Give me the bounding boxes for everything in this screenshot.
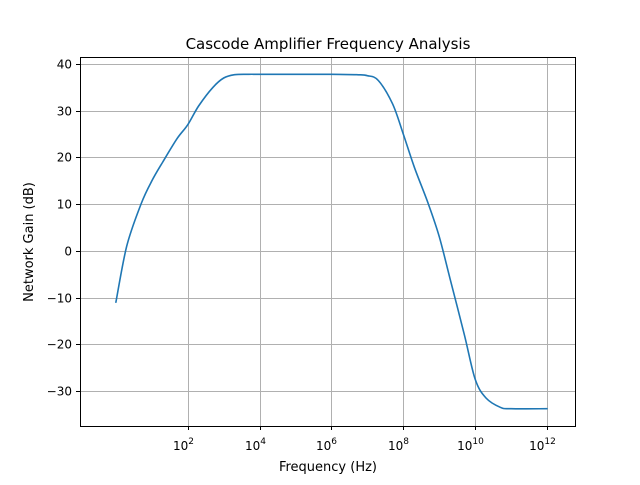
x-axis: 102 104 106 108 1010 1012 [173, 426, 556, 453]
gain-series-line [115, 73, 548, 410]
x-tick-label: 1010 [457, 437, 484, 453]
x-tick-label: 108 [388, 437, 409, 453]
y-tick-label: 10 [57, 198, 72, 212]
y-tick-label: −20 [47, 338, 72, 352]
x-tick-label: 106 [316, 437, 337, 453]
series-layer [115, 73, 548, 410]
plot-frame [80, 57, 576, 427]
y-tick-label: 20 [57, 151, 72, 165]
y-tick-label: 40 [57, 58, 72, 72]
x-tick-label: 1012 [529, 437, 556, 453]
y-tick-label: 0 [64, 245, 72, 259]
y-tick-label: −10 [47, 292, 72, 306]
chart-title: Cascode Amplifier Frequency Analysis [186, 35, 471, 53]
y-tick-label: 30 [57, 105, 72, 119]
y-axis: 40 30 20 10 0 −10 −20 −30 [47, 58, 80, 399]
x-axis-label: Frequency (Hz) [279, 460, 377, 475]
y-tick-label: −30 [47, 385, 72, 399]
grid [80, 57, 575, 426]
x-tick-label: 104 [245, 437, 266, 453]
y-axis-label: Network Gain (dB) [22, 182, 37, 302]
x-tick-label: 102 [173, 437, 194, 453]
